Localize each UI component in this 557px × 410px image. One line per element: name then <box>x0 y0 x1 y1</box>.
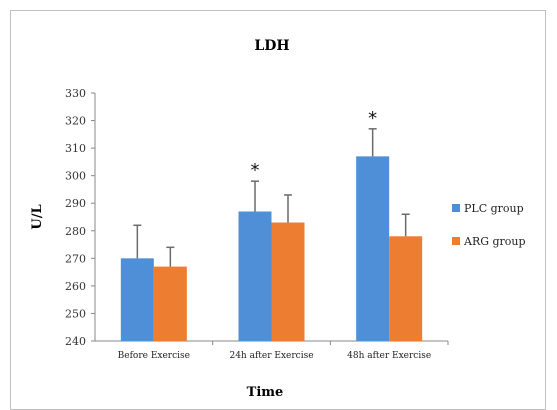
legend-swatch <box>452 204 460 212</box>
x-axis-label: Time <box>247 385 284 399</box>
x-tick-label: 48h after Exercise <box>347 351 431 361</box>
x-tick-label: Before Exercise <box>118 351 190 361</box>
y-tick-label: 270 <box>65 252 86 265</box>
bar-arg-group <box>153 266 187 341</box>
x-tick-label: 24h after Exercise <box>229 351 313 361</box>
significance-marker: * <box>368 108 377 129</box>
chart-title: LDH <box>254 38 289 54</box>
y-tick-label: 250 <box>65 307 86 320</box>
plot-area: 240 250 260 270 280 290 300 310 320 330 Before Exe… <box>65 87 449 361</box>
y-tick-label: 290 <box>65 197 86 210</box>
bar-plc-group <box>120 258 154 341</box>
bar-arg-group <box>271 222 305 341</box>
y-tick-label: 330 <box>65 87 86 100</box>
legend-swatch <box>452 237 460 245</box>
y-tick-label: 300 <box>65 170 86 183</box>
bar-arg-group <box>389 236 423 341</box>
ldh-bar-chart: LDH U/L Time 240 250 260 270 280 290 300 310 320… <box>30 38 526 399</box>
y-axis-label: U/L <box>30 204 45 229</box>
legend: PLC group ARG group <box>452 202 526 248</box>
legend-label: ARG group <box>463 235 526 248</box>
y-tick-label: 260 <box>65 280 86 293</box>
bar-plc-group <box>238 211 272 341</box>
y-tick-label: 280 <box>65 225 86 238</box>
legend-label: PLC group <box>464 202 524 215</box>
y-tick-label: 310 <box>65 142 86 155</box>
bar-plc-group <box>356 156 390 341</box>
significance-marker: * <box>251 160 260 181</box>
y-tick-label: 240 <box>65 335 86 348</box>
y-tick-label: 320 <box>65 115 86 128</box>
